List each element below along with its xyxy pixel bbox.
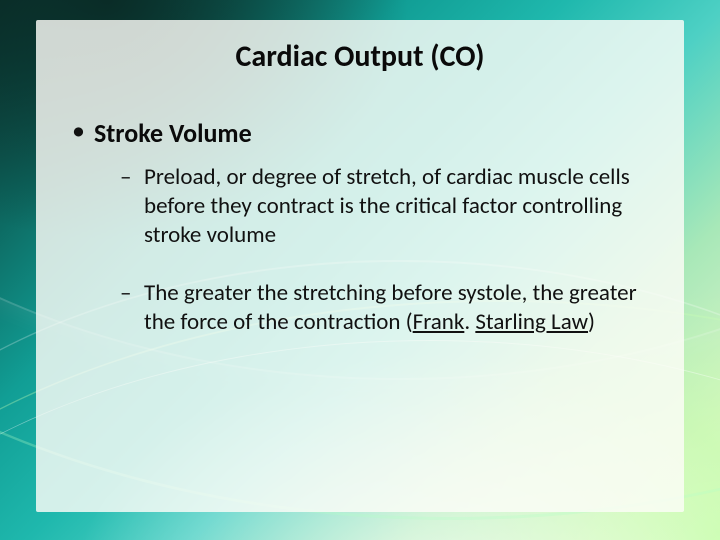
list-item: The greater the stretching before systol… xyxy=(120,279,656,337)
list-item: Preload, or degree of stretch, of cardia… xyxy=(120,163,656,249)
slide-title: Cardiac Output (CO) xyxy=(64,38,656,75)
underlined-text: Frank xyxy=(413,308,465,336)
body-text: ) xyxy=(588,308,595,336)
underlined-text: Starling Law xyxy=(475,308,588,336)
section-heading: Stroke Volume xyxy=(94,117,656,149)
content-panel: Cardiac Output (CO) Stroke Volume Preloa… xyxy=(36,20,684,512)
sub-bullet-list: Preload, or degree of stretch, of cardia… xyxy=(94,163,656,337)
bullet-list: Stroke Volume Preload, or degree of stre… xyxy=(64,117,656,337)
body-text: . xyxy=(464,308,475,336)
list-item: Stroke Volume Preload, or degree of stre… xyxy=(70,117,656,337)
body-text: Preload, or degree of stretch, of cardia… xyxy=(144,163,630,249)
